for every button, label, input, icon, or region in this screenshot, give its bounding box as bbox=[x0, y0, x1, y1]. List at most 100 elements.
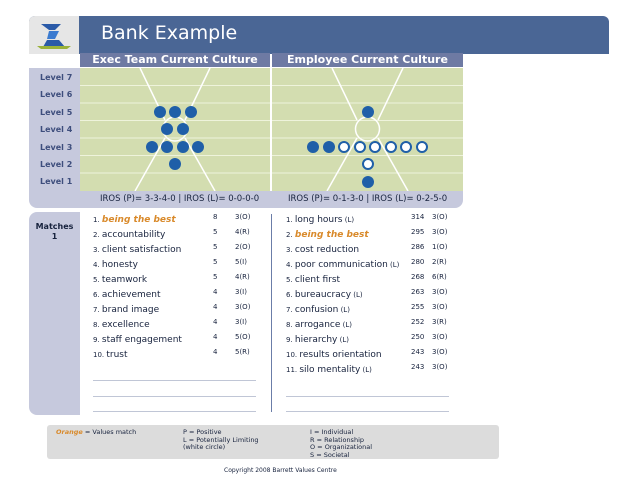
level-label: Level 3 bbox=[40, 143, 73, 152]
value-row: 9. hierarchy (L) 250 3(O) bbox=[286, 333, 451, 348]
value-dot-filled bbox=[161, 140, 174, 153]
value-type: 3(O) bbox=[235, 303, 251, 311]
value-text: arrogance bbox=[294, 320, 341, 330]
legend-relationship: R = Relationship bbox=[310, 435, 364, 444]
value-dot-filled bbox=[192, 140, 205, 153]
vote-count: 286 bbox=[411, 243, 425, 251]
legend-limiting: L = Potentially Limiting bbox=[183, 435, 259, 444]
blank-line bbox=[286, 411, 449, 412]
value-rank: 3. bbox=[286, 246, 295, 254]
barrett-logo-icon bbox=[37, 24, 71, 49]
value-rank: 10. bbox=[286, 351, 300, 359]
matches-title: Matches bbox=[35, 222, 74, 231]
value-type: 3(O) bbox=[432, 348, 448, 356]
vote-count: 5 bbox=[213, 228, 218, 236]
value-text: results orientation bbox=[299, 350, 382, 360]
employee-column-header: Employee Current Culture bbox=[272, 53, 463, 67]
value-dot-white bbox=[361, 158, 374, 171]
value-rank: 8. bbox=[93, 321, 102, 329]
legend-iros: I = Individual R = Relationship O = Orga… bbox=[310, 428, 372, 459]
value-type: 3(I) bbox=[235, 288, 247, 296]
value-type: 3(O) bbox=[432, 228, 448, 236]
value-dot-filled bbox=[361, 175, 374, 188]
value-row: 1. long hours (L) 314 3(O) bbox=[286, 213, 451, 228]
vote-count: 250 bbox=[411, 333, 425, 341]
vote-count: 5 bbox=[213, 258, 218, 266]
limiting-marker: (L) bbox=[338, 306, 350, 314]
value-type: 3(O) bbox=[432, 303, 448, 311]
value-text: confusion bbox=[294, 305, 339, 315]
value-row: 10. results orientation 243 3(O) bbox=[286, 348, 451, 363]
value-rank: 10. bbox=[93, 351, 107, 359]
value-dot-white bbox=[369, 140, 382, 153]
value-text: being the best bbox=[101, 215, 176, 225]
value-dot-filled bbox=[145, 140, 158, 153]
vote-count: 263 bbox=[411, 288, 425, 296]
value-type: 3(O) bbox=[432, 363, 448, 371]
level-label: Level 6 bbox=[40, 90, 73, 99]
level-label: Level 1 bbox=[40, 177, 73, 186]
value-type: 5(R) bbox=[235, 348, 250, 356]
vote-count: 295 bbox=[411, 228, 425, 236]
value-row: 2. accountability 5 4(R) bbox=[93, 228, 263, 243]
value-type: 3(O) bbox=[432, 333, 448, 341]
value-rank: 4. bbox=[93, 261, 102, 269]
value-row: 11. silo mentality (L) 243 3(O) bbox=[286, 363, 451, 378]
vote-count: 8 bbox=[213, 213, 218, 221]
value-type: 3(R) bbox=[432, 318, 447, 326]
value-rank: 6. bbox=[93, 291, 102, 299]
value-dot-filled bbox=[184, 105, 197, 118]
value-rank: 5. bbox=[286, 276, 295, 284]
exec-column-header: Exec Team Current Culture bbox=[80, 53, 270, 67]
matches-count: 1 bbox=[51, 232, 58, 241]
value-dot-filled bbox=[169, 105, 181, 118]
employee-values-list: 1. long hours (L) 314 3(O) 2. being the bes… bbox=[286, 213, 451, 378]
limiting-marker: (L) bbox=[387, 261, 400, 269]
value-type: 2(O) bbox=[235, 243, 251, 251]
exec-hourglass bbox=[80, 68, 270, 191]
value-text: achievement bbox=[101, 290, 161, 300]
exec-values-list: 1. being the best 8 3(O) 2. accountability 5… bbox=[93, 213, 263, 363]
value-text: staff engagement bbox=[101, 335, 182, 345]
value-type: 5(I) bbox=[235, 258, 247, 266]
value-text: trust bbox=[106, 350, 128, 360]
limiting-marker: (L) bbox=[360, 366, 372, 374]
matches-sidebar bbox=[29, 212, 80, 415]
vote-count: 314 bbox=[411, 213, 425, 221]
value-dot-white bbox=[384, 140, 397, 153]
legend-box bbox=[47, 425, 499, 459]
header-bar bbox=[29, 16, 609, 54]
value-text: being the best bbox=[294, 230, 369, 240]
blank-line bbox=[93, 411, 256, 412]
level-label: Level 5 bbox=[40, 108, 73, 117]
value-rank: 5. bbox=[93, 276, 102, 284]
value-type: 6(R) bbox=[432, 273, 447, 281]
employee-hourglass bbox=[272, 68, 463, 191]
vote-count: 252 bbox=[411, 318, 425, 326]
page-title: Bank Example bbox=[101, 22, 238, 44]
value-row: 10. trust 4 5(R) bbox=[93, 348, 263, 363]
value-dot-filled bbox=[169, 158, 181, 171]
value-text: brand image bbox=[101, 305, 160, 315]
value-rank: 2. bbox=[93, 231, 102, 239]
value-dot-white bbox=[400, 140, 413, 153]
value-type: 3(O) bbox=[432, 213, 448, 221]
column-divider bbox=[271, 214, 272, 412]
legend-white-circle: (white circle) bbox=[183, 443, 226, 451]
value-dot-filled bbox=[153, 105, 166, 118]
value-dot-white bbox=[353, 140, 366, 153]
vote-count: 4 bbox=[213, 318, 218, 326]
limiting-marker: (L) bbox=[340, 321, 352, 329]
value-dot-filled bbox=[176, 123, 189, 136]
value-text: long hours bbox=[294, 215, 343, 225]
value-rank: 8. bbox=[286, 321, 295, 329]
legend-individual: I = Individual bbox=[310, 428, 354, 436]
value-type: 5(O) bbox=[235, 333, 251, 341]
value-dot-white bbox=[415, 140, 428, 153]
value-text: teamwork bbox=[101, 275, 148, 285]
value-row: 6. achievement 4 3(I) bbox=[93, 288, 263, 303]
value-dot-filled bbox=[176, 140, 189, 153]
value-row: 8. excellence 4 3(I) bbox=[93, 318, 263, 333]
value-text: silo mentality bbox=[299, 365, 361, 375]
value-type: 1(O) bbox=[432, 243, 448, 251]
